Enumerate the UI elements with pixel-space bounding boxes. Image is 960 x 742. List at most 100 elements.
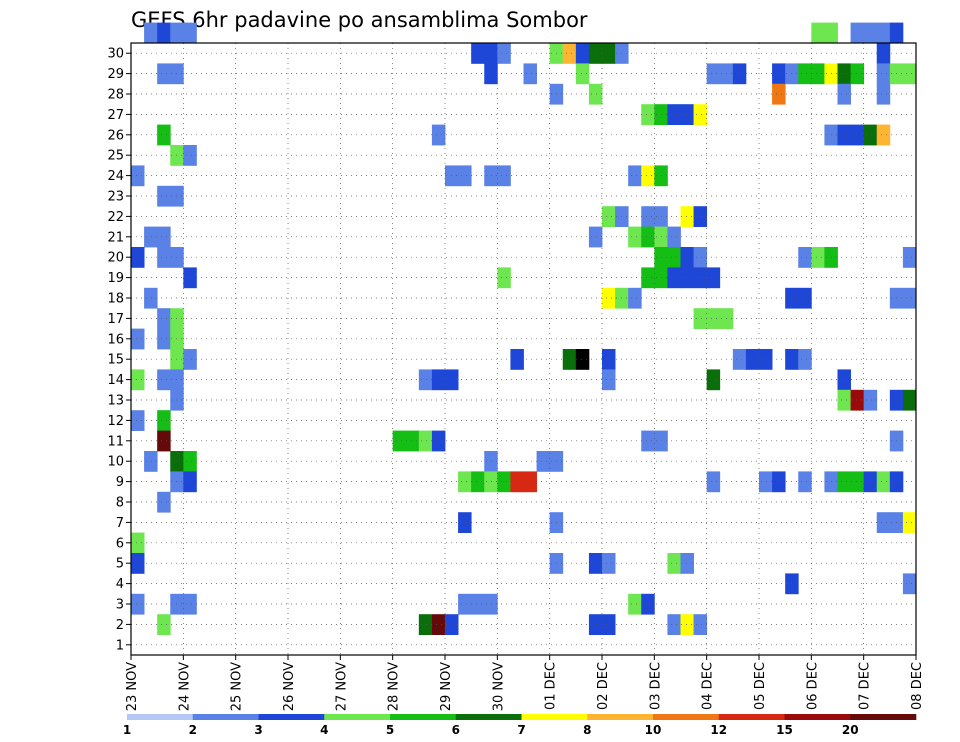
heat-cell bbox=[798, 471, 812, 493]
heat-cell bbox=[706, 267, 721, 289]
heat-cell bbox=[602, 369, 616, 391]
heat-cell bbox=[418, 430, 433, 452]
colorbar-swatch bbox=[455, 714, 522, 720]
y-tick-label: 15 bbox=[107, 353, 124, 368]
colorbar-swatch bbox=[127, 714, 194, 720]
x-tick-label: 28 NOV bbox=[387, 662, 402, 711]
heat-cell bbox=[667, 226, 681, 248]
heat-cell bbox=[798, 63, 812, 85]
y-tick-label: 18 bbox=[107, 292, 124, 307]
heat-cell bbox=[157, 226, 171, 248]
x-tick-label: 01 DEC bbox=[544, 662, 559, 710]
colorbar-label: 2 bbox=[189, 723, 197, 737]
x-tick-label: 26 NOV bbox=[282, 662, 297, 711]
heat-cell bbox=[680, 553, 694, 574]
colorbar-label: 3 bbox=[254, 723, 262, 737]
y-tick-label: 13 bbox=[107, 394, 124, 409]
heat-cell bbox=[183, 471, 197, 493]
x-tick-label: 29 NOV bbox=[439, 662, 454, 711]
heat-cell bbox=[575, 63, 590, 85]
heat-cell bbox=[183, 267, 197, 289]
heat-cell bbox=[628, 226, 642, 248]
colorbar-swatch bbox=[850, 714, 917, 720]
heat-cell bbox=[588, 43, 603, 64]
colorbar-swatch bbox=[784, 714, 851, 720]
x-tick-label: 04 DEC bbox=[701, 662, 716, 710]
heat-cell bbox=[484, 593, 498, 615]
heat-cell bbox=[431, 369, 446, 391]
heat-cell bbox=[523, 63, 537, 85]
heat-cell bbox=[131, 165, 145, 187]
heat-cell bbox=[902, 63, 917, 85]
y-tick-label: 25 bbox=[107, 149, 124, 164]
heat-cell bbox=[706, 308, 721, 329]
colorbar-swatch bbox=[653, 714, 720, 720]
colorbar-label: 20 bbox=[842, 723, 859, 737]
heat-cell bbox=[876, 63, 891, 85]
colorbar: 1 2 3 4 5 6 7 8 10 12 15 20 bbox=[123, 714, 917, 737]
heat-cell bbox=[131, 593, 145, 615]
chart-title: GEFS 6hr padavine po ansamblima Sombor bbox=[131, 8, 588, 32]
y-tick-label: 9 bbox=[116, 475, 124, 490]
heat-cell bbox=[602, 349, 616, 370]
heat-cell bbox=[157, 430, 171, 452]
heat-cell bbox=[693, 247, 708, 268]
heat-cell bbox=[458, 165, 472, 187]
colorbar-label: 15 bbox=[776, 723, 793, 737]
heat-cell bbox=[523, 471, 537, 493]
heat-cell bbox=[602, 206, 616, 227]
y-tick-label: 21 bbox=[107, 230, 124, 245]
y-tick-label: 10 bbox=[107, 455, 124, 470]
heat-cell bbox=[837, 369, 851, 391]
heat-cell bbox=[837, 83, 851, 105]
heat-cell bbox=[562, 43, 577, 64]
heat-cell bbox=[759, 471, 773, 493]
y-tick-label: 11 bbox=[107, 434, 124, 449]
heat-cell bbox=[131, 553, 145, 574]
heat-cell bbox=[628, 593, 642, 615]
heat-cell bbox=[131, 532, 145, 554]
heat-cell bbox=[667, 247, 681, 268]
heat-cell bbox=[876, 124, 891, 146]
heat-cell bbox=[392, 430, 407, 452]
heat-cell bbox=[641, 165, 655, 187]
heat-cell bbox=[497, 43, 511, 64]
x-tick-label: 03 DEC bbox=[648, 662, 663, 710]
heat-cell bbox=[876, 43, 891, 64]
heat-cell bbox=[759, 349, 773, 370]
heat-cell bbox=[641, 593, 655, 615]
heat-cell bbox=[602, 43, 616, 64]
heat-cell bbox=[863, 22, 878, 44]
heat-cell bbox=[183, 593, 197, 615]
heat-cell bbox=[431, 614, 446, 635]
heat-cell bbox=[602, 287, 616, 309]
y-tick-label: 12 bbox=[107, 414, 124, 429]
heat-cell bbox=[157, 185, 171, 207]
colorbar-label: 5 bbox=[386, 723, 394, 737]
heat-cell bbox=[157, 308, 171, 329]
heat-cell bbox=[850, 124, 865, 146]
heat-cell bbox=[863, 471, 878, 493]
heat-cell bbox=[183, 349, 197, 370]
heat-cell bbox=[418, 614, 433, 635]
y-tick-label: 3 bbox=[116, 598, 124, 613]
heat-cell bbox=[144, 22, 158, 44]
heat-cell bbox=[902, 512, 917, 533]
heat-cell bbox=[458, 471, 472, 493]
heat-cell bbox=[157, 369, 171, 391]
y-tick-label: 14 bbox=[107, 373, 124, 388]
heat-cell bbox=[628, 287, 642, 309]
colorbar-swatch bbox=[718, 714, 785, 720]
y-tick-label: 29 bbox=[107, 67, 124, 82]
heat-cell bbox=[798, 287, 812, 309]
heat-cell bbox=[418, 369, 433, 391]
heat-cell bbox=[157, 491, 171, 513]
heat-cell bbox=[170, 22, 184, 44]
colorbar-label: 4 bbox=[320, 723, 328, 737]
heat-cell bbox=[536, 451, 551, 472]
heat-cell bbox=[588, 83, 603, 105]
grid-layer bbox=[131, 43, 916, 655]
heat-cell bbox=[798, 247, 812, 268]
heat-cell bbox=[484, 471, 498, 493]
heat-cell bbox=[693, 614, 708, 635]
